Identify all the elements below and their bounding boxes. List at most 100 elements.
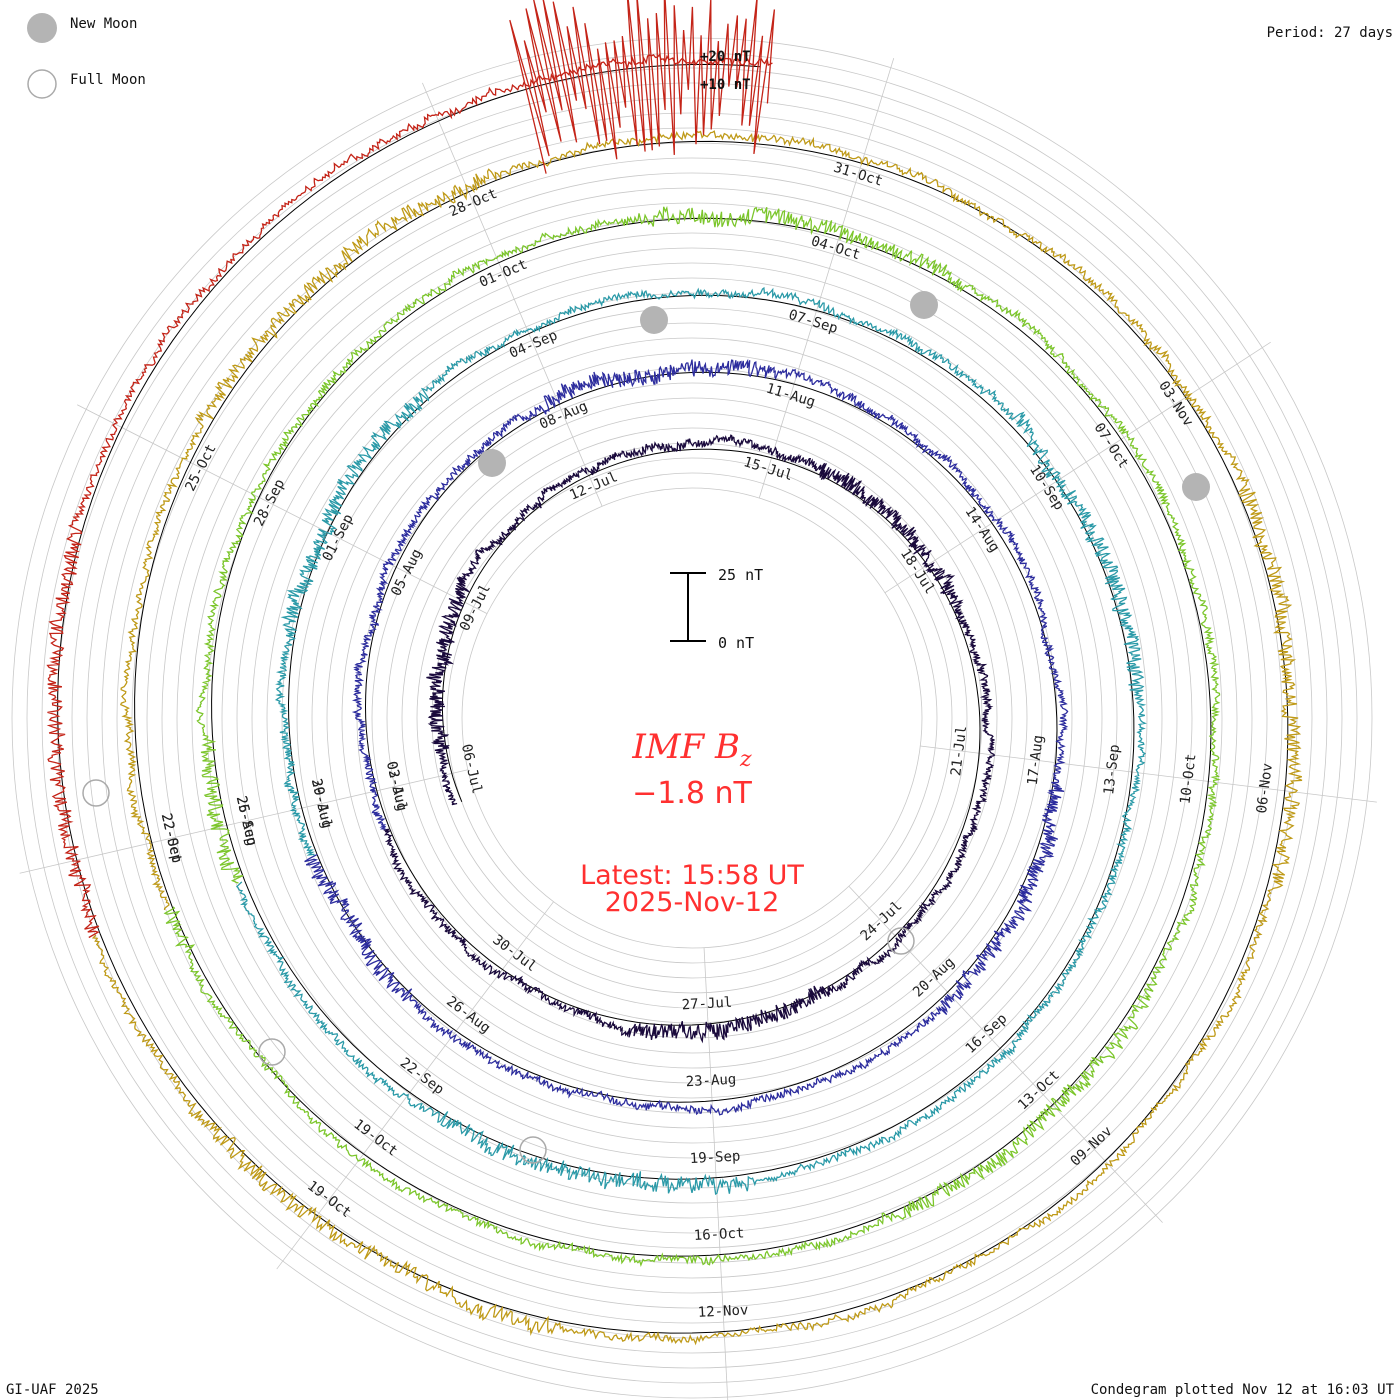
grid-circle [251, 277, 1133, 1159]
full-moon-marker [258, 1038, 286, 1066]
grid-circle [461, 487, 923, 949]
date-label: 12-Nov [697, 1302, 748, 1321]
new-moon-marker [640, 306, 668, 334]
scale-bar-bottom-label: 0 nT [718, 634, 754, 652]
new-moon-icon [27, 13, 57, 43]
bz-trace-rotation-1 [304, 358, 1069, 1116]
bz-trace-rotation-2 [235, 286, 1147, 1196]
baseline-spiral-4 [99, 140, 1289, 1334]
grid-circle [131, 157, 1253, 1279]
latest-time: Latest: 15:58 UT [580, 860, 804, 891]
grid-circle [416, 442, 968, 994]
bz-trace-rotation-4 [91, 130, 1303, 1346]
grid-circle [176, 202, 1208, 1234]
date-label: 25-Sep [233, 794, 260, 847]
grid-circle [41, 67, 1343, 1369]
date-label: 26-Aug [443, 993, 493, 1036]
grid-spoke [77, 404, 488, 614]
grid-circle [221, 247, 1163, 1189]
date-label: 30-Jul [489, 932, 539, 975]
grid-circle [71, 97, 1313, 1339]
latest-date: 2025-Nov-12 [605, 887, 780, 918]
moon-markers [82, 291, 1210, 1164]
date-label: 17-Aug [1025, 734, 1047, 786]
legend-new-moon: New Moon [70, 16, 137, 32]
date-label: 13-Sep [1101, 744, 1123, 796]
date-label: 10-Oct [1178, 753, 1200, 805]
new-moon-marker [910, 291, 938, 319]
footer-plotted: Condegram plotted Nov 12 at 16:03 UT [1091, 1382, 1395, 1398]
grid-circle [206, 232, 1178, 1204]
date-label: 23-Aug [685, 1072, 736, 1091]
date-label: 16-Oct [693, 1225, 744, 1244]
date-label: 04-Oct [809, 233, 862, 263]
baseline-spiral-1 [316, 371, 1058, 1103]
baseline-circles [57, 63, 1289, 1334]
baseline-spiral-0 [388, 448, 981, 1026]
date-label: 21-Jul [948, 725, 970, 777]
grid-spokes [19, 58, 1377, 1400]
new-moon-marker [1182, 473, 1210, 501]
date-label: 02-Aug [383, 760, 410, 813]
grid-circle [116, 142, 1268, 1294]
date-label: 08-Aug [537, 398, 590, 432]
grid-circle [56, 82, 1328, 1354]
period-label: Period: 27 days [1267, 25, 1393, 41]
grid-spoke [422, 82, 603, 507]
bz-latest-spikes [509, 0, 776, 174]
grid-spoke [19, 769, 468, 874]
date-label: 06-Jul [458, 743, 485, 796]
imf-title: IMF Bz [631, 727, 752, 772]
grid-circle [146, 172, 1238, 1264]
grid-circle [296, 322, 1088, 1114]
grid-circle [446, 472, 938, 964]
grid-circle [401, 427, 983, 1009]
grid-circle [11, 37, 1373, 1399]
grid-circle [311, 337, 1073, 1099]
footer-credit: GI-UAF 2025 [6, 1382, 99, 1398]
bz-trace-rotation-0 [383, 434, 996, 1044]
grid-circle [266, 292, 1118, 1144]
date-label: 19-Oct [304, 1178, 354, 1221]
date-label: 11-Aug [764, 381, 817, 411]
grid-spoke [276, 901, 554, 1270]
imf-value: −1.8 nT [632, 776, 752, 811]
date-label: 19-Sep [689, 1148, 740, 1167]
full-moon-marker [519, 1136, 547, 1164]
full-moon-marker [82, 779, 110, 807]
baseline-spiral-2 [244, 294, 1135, 1180]
grid-circle [236, 262, 1148, 1174]
grid-circle [281, 307, 1103, 1129]
date-label: 22-Oct [158, 812, 185, 865]
bz-trace-rotation-3 [163, 205, 1221, 1268]
scale-bar [670, 572, 706, 642]
new-moon-marker [478, 449, 506, 477]
date-label: 13-Oct [1015, 1067, 1063, 1113]
date-label: 09-Nov [1068, 1123, 1116, 1169]
grid-circle [101, 127, 1283, 1309]
ring-scale-label-20: +20 nT [700, 49, 751, 65]
date-label: 27-Jul [681, 995, 732, 1014]
ring-scale-label-10: +10 nT [700, 77, 751, 93]
grid-circle [161, 187, 1223, 1249]
grid-circles [11, 37, 1373, 1399]
date-label: 12-Jul [567, 469, 620, 503]
data-traces [46, 0, 1303, 1346]
grid-spoke [920, 745, 1377, 803]
scale-bar-top-label: 25 nT [718, 566, 763, 584]
bz-trace-rotation-5 [46, 53, 773, 939]
date-label: 06-Nov [1254, 762, 1276, 814]
baseline-spiral-3 [171, 217, 1212, 1257]
date-label: 22-Sep [397, 1055, 447, 1098]
date-label: 20-Aug [910, 954, 958, 1000]
legend-full-moon: Full Moon [70, 72, 146, 88]
full-moon-marker [887, 927, 915, 955]
grid-spoke [884, 341, 1271, 594]
grid-circle [386, 412, 998, 1024]
date-label: 07-Sep [787, 307, 840, 337]
date-label: 29-Aug [308, 777, 335, 830]
grid-circle [26, 52, 1358, 1384]
baseline-spiral-5 [57, 63, 761, 934]
full-moon-icon [27, 69, 57, 99]
date-label: 19-Oct [350, 1116, 400, 1159]
